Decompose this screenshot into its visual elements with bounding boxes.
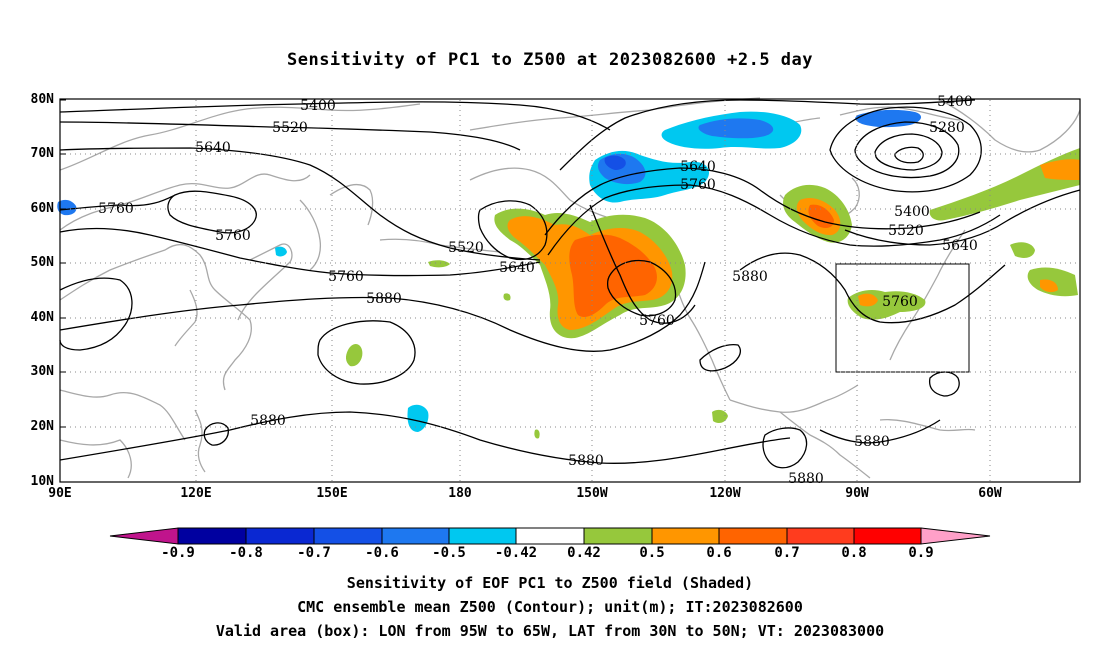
lat-label-30n: 30N	[30, 364, 54, 379]
lon-label-180: 180	[448, 486, 472, 501]
colorbar-label: -0.8	[229, 545, 263, 561]
contour-label: 5880	[366, 291, 402, 307]
contour-label: 5880	[732, 269, 768, 285]
colorbar-box	[651, 527, 720, 545]
contour-label: 5400	[300, 98, 336, 114]
contour-label: 5520	[888, 223, 924, 239]
colorbar-label: 0.5	[639, 545, 665, 561]
colorbar-box	[381, 527, 450, 545]
contour-label: 5880	[788, 471, 824, 487]
colorbar-box	[786, 527, 855, 545]
contour-label: 5640	[942, 238, 978, 254]
sensitivity-shading	[57, 109, 1080, 439]
lon-label-150w: 150W	[576, 486, 608, 501]
contour-label: 5280	[929, 120, 965, 136]
colorbar-box	[245, 527, 315, 545]
lat-label-50n: 50N	[30, 255, 54, 270]
lon-label-150e: 150E	[316, 486, 348, 501]
lat-label-70n: 70N	[30, 146, 54, 161]
lat-label-60n: 60N	[30, 201, 54, 216]
contour-label: 5880	[250, 413, 286, 429]
contour-label: 5760	[328, 269, 364, 285]
colorbar-box	[515, 527, 585, 545]
lat-label-80n: 80N	[30, 92, 54, 107]
lon-label-90w: 90W	[845, 486, 869, 501]
colorbar-label: -0.9	[161, 545, 195, 561]
colorbar-box	[177, 527, 247, 545]
colorbar-cap-high	[920, 527, 991, 545]
lat-label-10n: 10N	[30, 474, 54, 489]
contour-label: 5640	[499, 260, 535, 276]
colorbar-box	[853, 527, 922, 545]
contour-labels: 5400 5520 5640 5760 5760 5520 5640 5760 …	[98, 94, 978, 487]
contour-label: 5760	[680, 177, 716, 193]
lon-label-120e: 120E	[180, 486, 212, 501]
contour-label: 5880	[854, 434, 890, 450]
contour-label: 5760	[639, 313, 675, 329]
colorbar-label: 0.42	[567, 545, 601, 561]
contour-label: 5880	[568, 453, 604, 469]
contour-label: 5760	[215, 228, 251, 244]
colorbar	[109, 527, 991, 545]
contour-label: 5640	[195, 140, 231, 156]
colorbar-box	[583, 527, 653, 545]
colorbar-box	[448, 527, 517, 545]
box-contour-label: 5760	[882, 294, 918, 310]
map-title: Sensitivity of PC1 to Z500 at 2023082600…	[286, 50, 813, 70]
contour-label: 5520	[272, 120, 308, 136]
colorbar-box	[313, 527, 383, 545]
colorbar-label: -0.7	[297, 545, 331, 561]
lon-label-60w: 60W	[978, 486, 1002, 501]
contour-label: 5640	[680, 159, 716, 175]
colorbar-label: -0.42	[494, 545, 538, 561]
lon-label-120w: 120W	[709, 486, 741, 501]
lat-label-20n: 20N	[30, 419, 54, 434]
colorbar-cap-low	[109, 527, 179, 545]
map-frame	[59, 98, 1081, 483]
colorbar-label: 0.6	[706, 545, 732, 561]
colorbar-label: 0.8	[841, 545, 867, 561]
lat-label-40n: 40N	[30, 310, 54, 325]
lon-label-90e: 90E	[48, 486, 72, 501]
footer-line-1: Sensitivity of EOF PC1 to Z500 field (Sh…	[346, 574, 754, 592]
z500-contours	[59, 99, 1081, 469]
footer-line-3: Valid area (box): LON from 95W to 65W, L…	[215, 622, 885, 640]
contour-label: 5400	[894, 204, 930, 220]
colorbar-box	[718, 527, 788, 545]
contour-label: 5520	[448, 240, 484, 256]
colorbar-label: 0.9	[908, 545, 934, 561]
grid-lines	[60, 100, 1080, 482]
colorbar-label: -0.5	[432, 545, 466, 561]
colorbar-label: -0.6	[365, 545, 399, 561]
colorbar-label: 0.7	[774, 545, 800, 561]
footer-line-2: CMC ensemble mean Z500 (Contour); unit(m…	[297, 598, 803, 616]
contour-label: 5400	[937, 94, 973, 110]
